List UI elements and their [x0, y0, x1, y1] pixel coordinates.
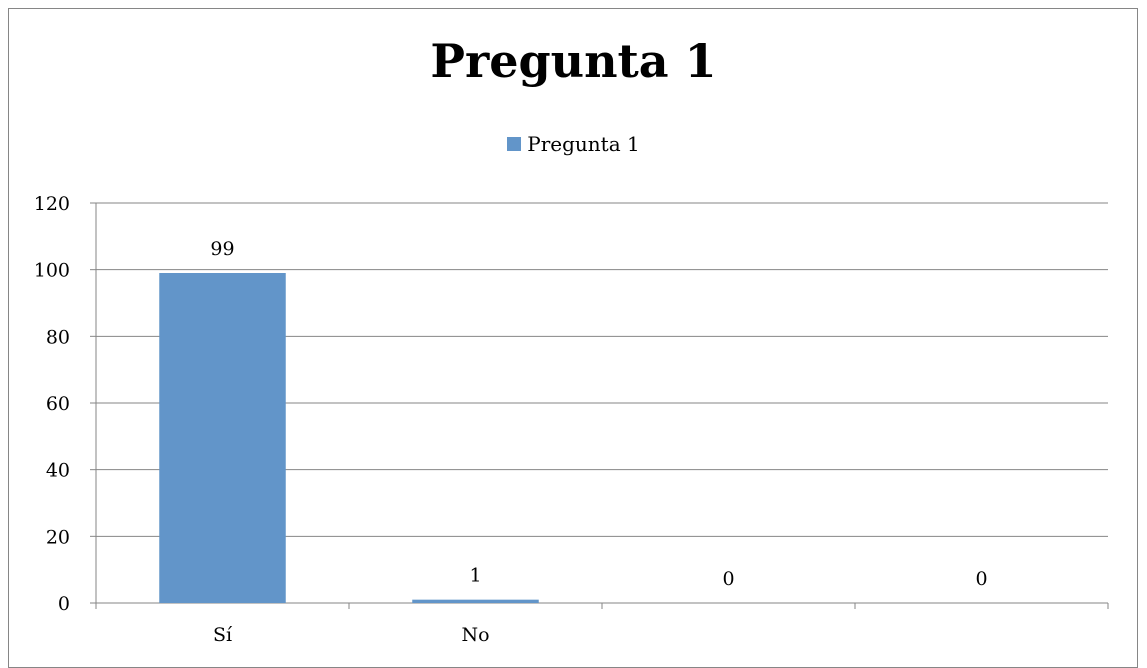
y-tick-label: 20 — [46, 526, 70, 548]
chart-title: Pregunta 1 — [430, 34, 717, 88]
y-tick-label: 0 — [58, 593, 70, 615]
chart-legend: Pregunta 1 — [0, 131, 1147, 157]
y-tick-label: 60 — [46, 393, 70, 415]
bar — [412, 599, 539, 603]
x-category-label: Sí — [213, 624, 233, 646]
legend-label: Pregunta 1 — [527, 132, 640, 156]
x-category-label: No — [461, 624, 489, 646]
data-label: 0 — [975, 568, 987, 590]
y-tick-label: 40 — [46, 460, 70, 482]
data-label: 1 — [469, 565, 481, 587]
bar — [159, 273, 286, 603]
y-tick-label: 100 — [34, 260, 70, 282]
y-tick-label: 120 — [34, 193, 70, 215]
data-label: 99 — [210, 238, 234, 260]
y-tick-label: 80 — [46, 326, 70, 348]
data-label: 0 — [722, 568, 734, 590]
legend-swatch — [507, 137, 522, 151]
